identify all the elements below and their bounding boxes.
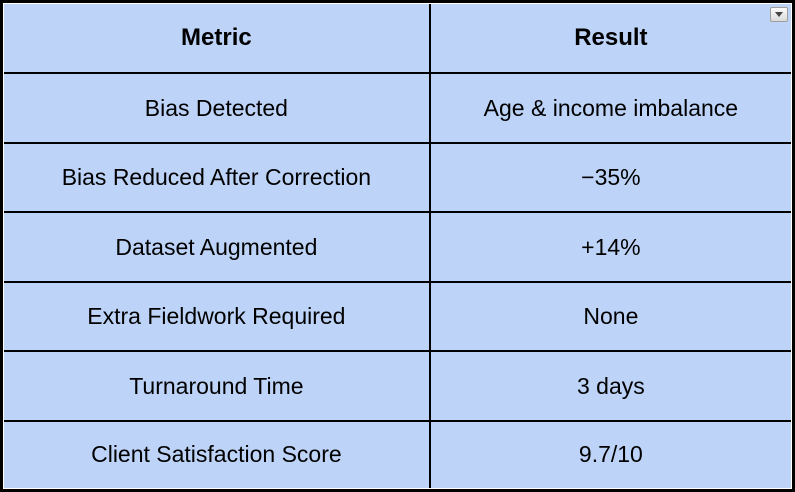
cell-metric[interactable]: Client Satisfaction Score — [3, 419, 431, 490]
table-row: Extra Fieldwork Required None — [3, 280, 793, 353]
chevron-down-icon — [775, 12, 783, 17]
table-row: Bias Reduced After Correction −35% — [3, 141, 793, 214]
cell-result[interactable]: −35% — [428, 141, 793, 214]
cell-metric[interactable]: Bias Reduced After Correction — [3, 141, 431, 214]
cell-result[interactable]: Age & income imbalance — [428, 72, 793, 144]
table-menu-button[interactable] — [770, 7, 788, 22]
table-row: Bias Detected Age & income imbalance — [3, 72, 793, 144]
table-row: Dataset Augmented +14% — [3, 211, 793, 283]
metrics-table: Metric Result Bias Detected Age & income… — [3, 2, 793, 490]
column-header-metric[interactable]: Metric — [3, 2, 431, 75]
cell-result[interactable]: None — [428, 280, 793, 353]
cell-result[interactable]: 3 days — [428, 350, 793, 422]
cell-metric[interactable]: Extra Fieldwork Required — [3, 280, 431, 353]
cell-metric[interactable]: Bias Detected — [3, 72, 431, 144]
table-row: Turnaround Time 3 days — [3, 350, 793, 422]
header-row: Metric Result — [3, 2, 793, 75]
cell-metric[interactable]: Turnaround Time — [3, 350, 431, 422]
cell-result[interactable]: +14% — [428, 211, 793, 283]
column-header-result[interactable]: Result — [428, 2, 793, 75]
cell-result[interactable]: 9.7/10 — [428, 419, 793, 490]
table-row: Client Satisfaction Score 9.7/10 — [3, 419, 793, 490]
cell-metric[interactable]: Dataset Augmented — [3, 211, 431, 283]
